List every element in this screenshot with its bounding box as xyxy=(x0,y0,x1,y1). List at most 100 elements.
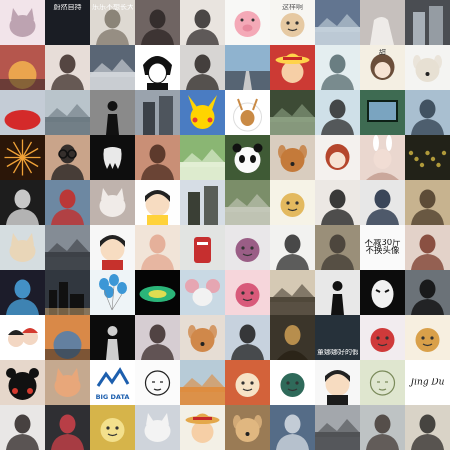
cartoon-boy-avatar[interactable] xyxy=(315,360,360,405)
person-avatar[interactable] xyxy=(405,180,450,225)
person-avatar[interactable] xyxy=(315,225,360,270)
sunset-avatar[interactable] xyxy=(0,45,45,90)
building-avatar[interactable] xyxy=(135,90,180,135)
cartoon-avatar[interactable]: 这样啊 xyxy=(270,0,315,45)
bunny-ears-avatar[interactable] xyxy=(360,135,405,180)
person-avatar[interactable] xyxy=(135,315,180,360)
couple-cartoon-avatar[interactable] xyxy=(0,315,45,360)
painting-avatar[interactable] xyxy=(270,315,315,360)
silhouette-avatar[interactable] xyxy=(90,90,135,135)
fireworks-avatar[interactable] xyxy=(0,135,45,180)
person-avatar[interactable] xyxy=(360,180,405,225)
panda-avatar[interactable] xyxy=(225,135,270,180)
cartoon-avatar[interactable] xyxy=(225,360,270,405)
scenery-avatar[interactable] xyxy=(180,135,225,180)
screen-avatar[interactable] xyxy=(360,90,405,135)
scenery-avatar[interactable] xyxy=(225,180,270,225)
person-avatar[interactable] xyxy=(135,135,180,180)
cat-avatar[interactable] xyxy=(0,0,45,45)
cartoon-boy-avatar[interactable] xyxy=(135,180,180,225)
scenery-avatar[interactable] xyxy=(270,90,315,135)
text-overlay-avatar[interactable]: 蔚然自持 xyxy=(45,0,90,45)
glasses-girl-avatar[interactable] xyxy=(45,135,90,180)
red-hat-avatar[interactable] xyxy=(0,90,45,135)
silhouette-avatar[interactable] xyxy=(90,315,135,360)
person-avatar[interactable] xyxy=(405,270,450,315)
cartoon-boy-avatar[interactable] xyxy=(90,225,135,270)
hand-avatar[interactable] xyxy=(360,0,405,45)
building-avatar[interactable] xyxy=(180,180,225,225)
cat-avatar[interactable] xyxy=(90,180,135,225)
person-avatar[interactable] xyxy=(180,45,225,90)
dog-avatar[interactable] xyxy=(180,315,225,360)
person-avatar[interactable] xyxy=(405,405,450,450)
cartoon-avatar[interactable] xyxy=(90,405,135,450)
building-avatar[interactable] xyxy=(405,0,450,45)
pikachu-avatar[interactable] xyxy=(180,90,225,135)
deer-cartoon-avatar[interactable] xyxy=(225,90,270,135)
scenery-avatar[interactable] xyxy=(270,270,315,315)
straw-hat-cartoon-avatar[interactable] xyxy=(180,405,225,450)
cat-avatar[interactable] xyxy=(0,225,45,270)
scenery-avatar[interactable] xyxy=(180,360,225,405)
person-avatar[interactable] xyxy=(315,90,360,135)
night-lights-avatar[interactable] xyxy=(405,135,450,180)
cat-avatar[interactable] xyxy=(135,405,180,450)
person-avatar[interactable] xyxy=(0,270,45,315)
dog-avatar[interactable] xyxy=(225,405,270,450)
cartoon-avatar[interactable] xyxy=(270,360,315,405)
mailbox-avatar[interactable] xyxy=(180,225,225,270)
mask-avatar[interactable] xyxy=(360,270,405,315)
tooth-avatar[interactable] xyxy=(90,135,135,180)
cartoon-avatar[interactable] xyxy=(270,180,315,225)
person-avatar[interactable] xyxy=(315,180,360,225)
dog-avatar[interactable] xyxy=(405,45,450,90)
person-avatar[interactable]: 乐乐不想长大 xyxy=(90,0,135,45)
cartoon-avatar[interactable] xyxy=(405,315,450,360)
scenery-avatar[interactable] xyxy=(45,90,90,135)
person-avatar[interactable] xyxy=(0,180,45,225)
sketch-avatar[interactable] xyxy=(135,360,180,405)
person-avatar[interactable] xyxy=(135,225,180,270)
scenery-avatar[interactable] xyxy=(45,225,90,270)
person-avatar[interactable] xyxy=(180,0,225,45)
scenery-avatar[interactable] xyxy=(90,45,135,90)
road-avatar[interactable] xyxy=(225,45,270,90)
neon-avatar[interactable] xyxy=(135,270,180,315)
scenery-avatar[interactable] xyxy=(315,405,360,450)
person-avatar[interactable] xyxy=(45,405,90,450)
bear-mascot-avatar[interactable] xyxy=(0,360,45,405)
text-avatar[interactable]: 不减30斤 不换头像 xyxy=(360,225,405,270)
sunset-avatar[interactable] xyxy=(45,315,90,360)
mouse-cartoon-avatar[interactable] xyxy=(180,270,225,315)
signature-avatar[interactable]: Jing Du xyxy=(405,360,450,405)
anime-sketch-avatar[interactable] xyxy=(135,45,180,90)
scenery-avatar[interactable] xyxy=(315,0,360,45)
person-avatar[interactable] xyxy=(360,405,405,450)
silhouette-avatar[interactable] xyxy=(315,270,360,315)
balloons-avatar[interactable] xyxy=(90,270,135,315)
cartoon-avatar[interactable] xyxy=(225,225,270,270)
straw-hat-cartoon-avatar[interactable] xyxy=(270,45,315,90)
person-avatar[interactable] xyxy=(405,90,450,135)
person-avatar[interactable] xyxy=(135,0,180,45)
cartoon-avatar[interactable] xyxy=(225,270,270,315)
text-overlay-avatar[interactable]: 董娜娜好的假笑 xyxy=(315,315,360,360)
person-avatar[interactable] xyxy=(405,225,450,270)
child-avatar[interactable] xyxy=(225,315,270,360)
person-avatar[interactable] xyxy=(0,405,45,450)
cartoon-avatar[interactable] xyxy=(360,315,405,360)
person-avatar[interactable] xyxy=(45,45,90,90)
sketch-avatar[interactable] xyxy=(360,360,405,405)
person-avatar[interactable] xyxy=(270,225,315,270)
person-avatar[interactable] xyxy=(270,405,315,450)
logo-avatar[interactable]: BIG DATA xyxy=(90,360,135,405)
pig-cartoon-avatar[interactable] xyxy=(225,0,270,45)
person-avatar[interactable] xyxy=(315,45,360,90)
anime-girl-avatar[interactable]: 甜 xyxy=(360,45,405,90)
dog-avatar[interactable] xyxy=(270,135,315,180)
person-avatar[interactable] xyxy=(45,180,90,225)
cat-avatar[interactable] xyxy=(45,360,90,405)
city-night-avatar[interactable] xyxy=(45,270,90,315)
anime-girl-avatar[interactable] xyxy=(315,135,360,180)
